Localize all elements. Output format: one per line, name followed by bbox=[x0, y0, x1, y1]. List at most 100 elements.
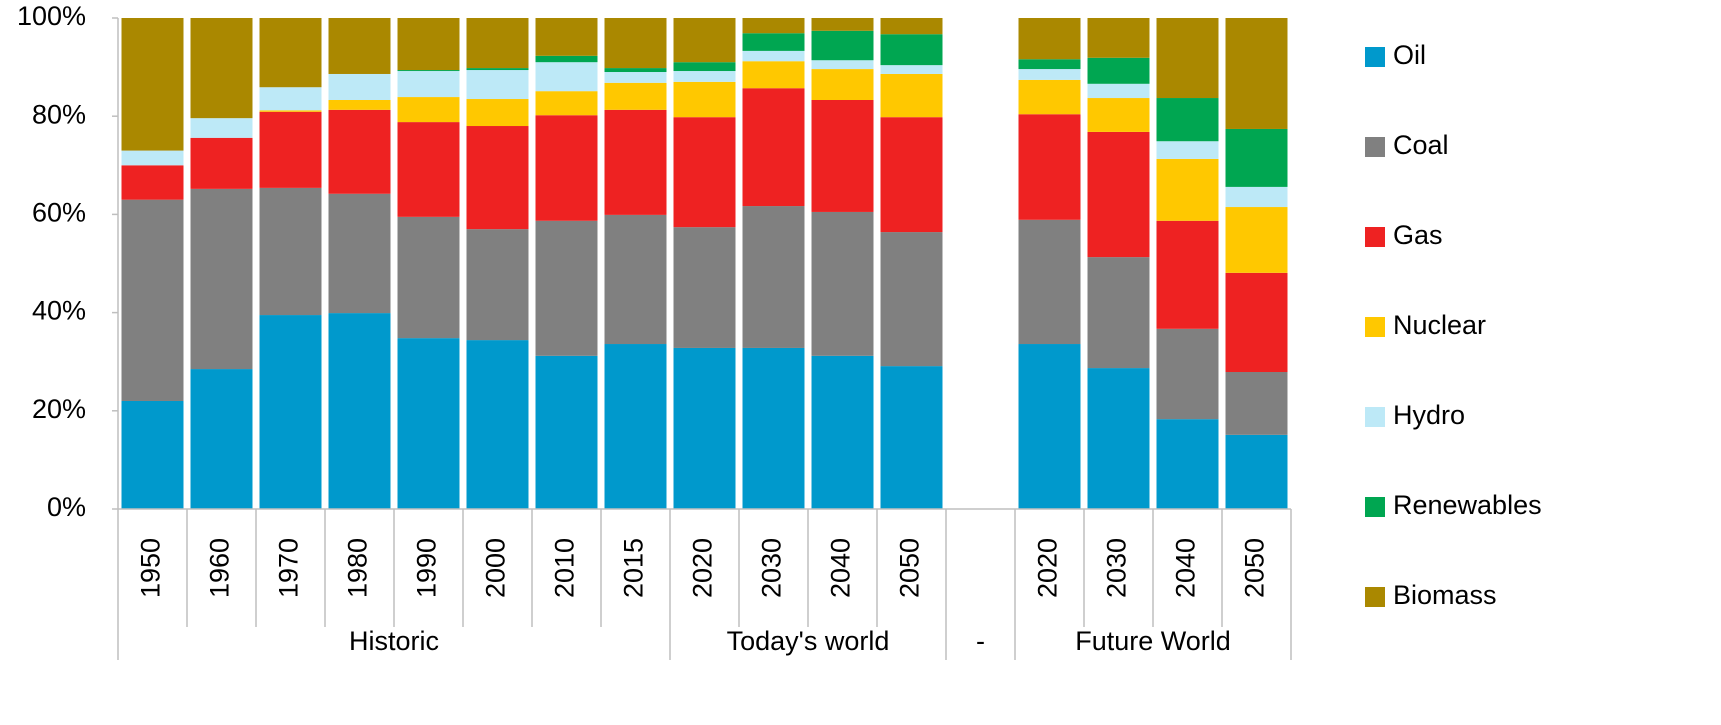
bar-segment bbox=[397, 216, 460, 339]
y-tick-label: 100% bbox=[17, 1, 86, 31]
bar-segment bbox=[190, 369, 253, 509]
bar-segment bbox=[742, 18, 805, 34]
bar-segment bbox=[190, 137, 253, 189]
bar-segment bbox=[121, 165, 184, 200]
x-tick-label: 2030 bbox=[757, 538, 787, 598]
bar-segment bbox=[604, 109, 667, 215]
bar-segment bbox=[1018, 18, 1081, 60]
bar-segment bbox=[880, 34, 943, 66]
bar-segment bbox=[1087, 368, 1150, 509]
legend-swatch bbox=[1365, 497, 1385, 517]
bar-segment bbox=[811, 211, 874, 356]
bar-segment bbox=[259, 18, 322, 88]
bar-segment bbox=[466, 126, 529, 230]
x-tick-label: 1950 bbox=[136, 538, 166, 598]
bar-segment bbox=[742, 50, 805, 62]
bar-segment bbox=[466, 229, 529, 341]
y-tick-label: 20% bbox=[32, 394, 86, 424]
x-tick-label: 1980 bbox=[343, 538, 373, 598]
bar-segment bbox=[742, 61, 805, 89]
bar-segment bbox=[328, 73, 391, 100]
bar-segment bbox=[811, 99, 874, 212]
bar-segment bbox=[121, 199, 184, 401]
legend-swatch bbox=[1365, 137, 1385, 157]
bar-segment bbox=[1156, 18, 1219, 99]
bar-segment bbox=[1156, 158, 1219, 221]
bar-segment bbox=[328, 313, 391, 509]
bar-segment bbox=[811, 60, 874, 70]
bar-segment bbox=[1018, 59, 1081, 70]
legend-label: Coal bbox=[1393, 130, 1449, 160]
bar-segment bbox=[604, 18, 667, 69]
bar-segment bbox=[673, 62, 736, 72]
bar-segment bbox=[259, 111, 322, 188]
bar-segment bbox=[673, 227, 736, 348]
bar-segment bbox=[1156, 141, 1219, 159]
bar-segment bbox=[1225, 186, 1288, 208]
bar-segment bbox=[604, 72, 667, 83]
bar-segment bbox=[673, 347, 736, 509]
bar-segment bbox=[328, 193, 391, 314]
legend-label: Biomass bbox=[1393, 580, 1497, 610]
bar-segment bbox=[742, 33, 805, 51]
bar-segment bbox=[535, 355, 598, 509]
bar-segment bbox=[535, 115, 598, 221]
group-label: Today's world bbox=[727, 626, 890, 656]
x-tick-label: 2030 bbox=[1102, 538, 1132, 598]
bar-segment bbox=[397, 338, 460, 509]
legend-label: Gas bbox=[1393, 220, 1443, 250]
bar-segment bbox=[121, 150, 184, 166]
legend-label: Nuclear bbox=[1393, 310, 1486, 340]
bar-segment bbox=[466, 68, 529, 71]
bar-segment bbox=[1018, 114, 1081, 220]
bar-segment bbox=[1018, 79, 1081, 115]
bar-segment bbox=[535, 91, 598, 116]
bar-segment bbox=[328, 109, 391, 194]
bar-segment bbox=[397, 71, 460, 98]
bar-segment bbox=[397, 70, 460, 72]
bar-segment bbox=[259, 87, 322, 111]
x-tick-label: 2050 bbox=[895, 538, 925, 598]
bar-segment bbox=[466, 70, 529, 100]
bar-segment bbox=[742, 206, 805, 348]
bar-segment bbox=[328, 99, 391, 110]
bar-segment bbox=[535, 62, 598, 92]
bar-segment bbox=[673, 81, 736, 118]
bar-segment bbox=[673, 71, 736, 82]
bar-segment bbox=[466, 18, 529, 69]
bar-segment bbox=[121, 400, 184, 509]
bar-segment bbox=[259, 315, 322, 509]
bar-segment bbox=[1018, 344, 1081, 509]
bar-segment bbox=[535, 55, 598, 63]
bar-segment bbox=[1087, 131, 1150, 258]
x-tick-label: 2010 bbox=[550, 538, 580, 598]
bar-segment bbox=[604, 214, 667, 345]
bar-segment bbox=[1156, 328, 1219, 420]
bar-segment bbox=[604, 344, 667, 509]
y-tick-label: 0% bbox=[47, 492, 86, 522]
bar-segment bbox=[1087, 257, 1150, 369]
bar-segment bbox=[880, 232, 943, 367]
bar-segment bbox=[190, 18, 253, 119]
y-tick-label: 80% bbox=[32, 99, 86, 129]
legend-swatch bbox=[1365, 47, 1385, 67]
bar-segment bbox=[259, 110, 322, 112]
y-tick-label: 60% bbox=[32, 198, 86, 228]
y-tick-label: 40% bbox=[32, 296, 86, 326]
bar-segment bbox=[880, 117, 943, 233]
legend-label: Oil bbox=[1393, 40, 1426, 70]
bar-segment bbox=[1225, 128, 1288, 187]
legend-swatch bbox=[1365, 407, 1385, 427]
bar-segment bbox=[466, 340, 529, 509]
bar-segment bbox=[1087, 18, 1150, 58]
bar-segment bbox=[1156, 220, 1219, 329]
bar-segment bbox=[742, 88, 805, 207]
bar-segment bbox=[1225, 207, 1288, 273]
bar-segment bbox=[880, 65, 943, 74]
x-tick-label: 1960 bbox=[205, 538, 235, 598]
bar-segment bbox=[328, 18, 391, 74]
legend-swatch bbox=[1365, 317, 1385, 337]
bar-segment bbox=[1018, 69, 1081, 80]
bar-segment bbox=[535, 18, 598, 56]
x-tick-label: 2020 bbox=[688, 538, 718, 598]
